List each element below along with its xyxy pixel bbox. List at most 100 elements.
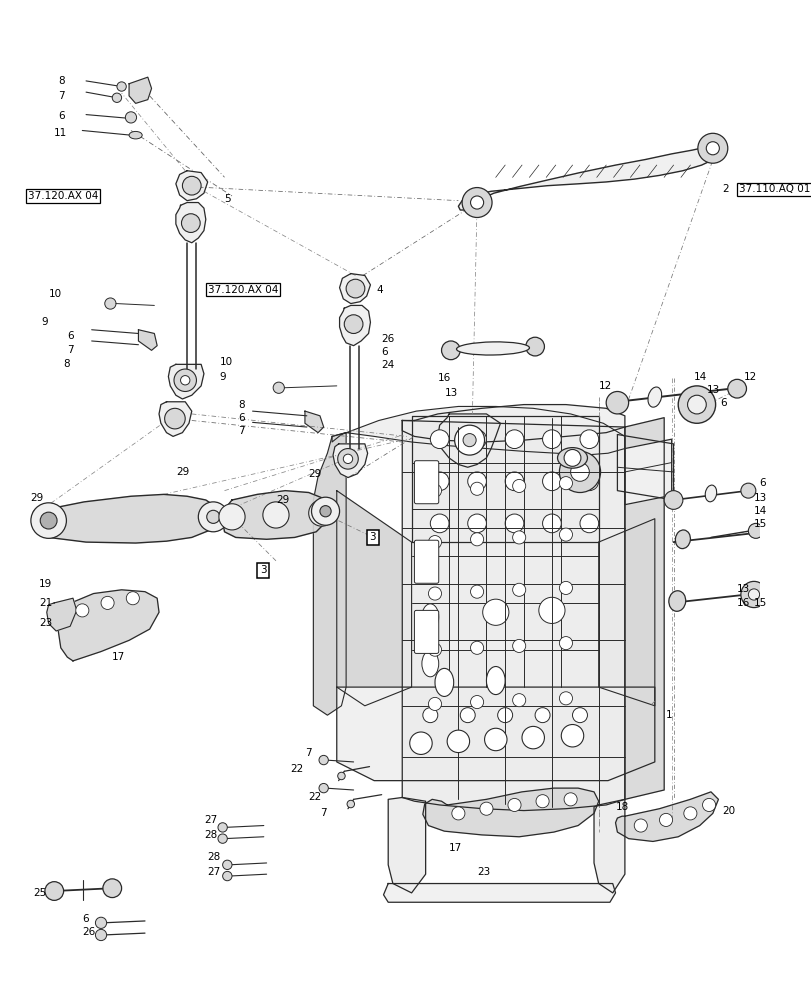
Text: 19: 19: [39, 579, 53, 589]
Circle shape: [579, 472, 598, 491]
Circle shape: [512, 694, 525, 707]
Text: 14: 14: [753, 506, 766, 516]
Text: 6: 6: [238, 413, 245, 423]
Circle shape: [112, 93, 122, 102]
Circle shape: [428, 697, 441, 710]
Text: 7: 7: [238, 426, 245, 436]
Circle shape: [219, 504, 245, 530]
Circle shape: [263, 502, 289, 528]
Polygon shape: [305, 411, 324, 433]
Circle shape: [508, 798, 521, 812]
Circle shape: [180, 376, 190, 385]
Circle shape: [320, 506, 331, 517]
Circle shape: [706, 142, 719, 155]
Ellipse shape: [647, 387, 661, 407]
Text: 4: 4: [375, 285, 382, 295]
Circle shape: [539, 597, 564, 623]
Polygon shape: [423, 788, 598, 837]
Text: 26: 26: [381, 334, 394, 344]
Polygon shape: [129, 77, 152, 103]
Circle shape: [564, 793, 577, 806]
Text: 17: 17: [448, 843, 461, 853]
Circle shape: [217, 834, 227, 843]
Circle shape: [559, 581, 572, 594]
Circle shape: [467, 430, 486, 449]
Circle shape: [606, 391, 628, 414]
Text: 37.110.AQ 01: 37.110.AQ 01: [738, 184, 809, 194]
Text: 26: 26: [82, 927, 96, 937]
Circle shape: [207, 510, 220, 523]
Text: 20: 20: [721, 806, 735, 816]
Circle shape: [748, 523, 762, 538]
Circle shape: [345, 279, 364, 298]
Text: 1: 1: [665, 710, 672, 720]
Circle shape: [96, 917, 106, 928]
FancyBboxPatch shape: [414, 610, 438, 653]
Polygon shape: [388, 797, 425, 893]
Ellipse shape: [422, 651, 438, 677]
Text: 12: 12: [743, 372, 756, 382]
Polygon shape: [624, 439, 671, 505]
Circle shape: [470, 585, 483, 598]
Circle shape: [535, 795, 548, 808]
Text: 29: 29: [176, 467, 189, 477]
Text: 13: 13: [753, 493, 766, 503]
Polygon shape: [47, 598, 76, 631]
Circle shape: [479, 802, 492, 815]
Circle shape: [337, 449, 358, 469]
Text: 8: 8: [58, 76, 65, 86]
Circle shape: [410, 732, 431, 754]
Circle shape: [117, 82, 127, 91]
Circle shape: [308, 500, 334, 526]
Text: 6: 6: [82, 914, 89, 924]
Circle shape: [659, 813, 672, 826]
Circle shape: [740, 581, 766, 608]
FancyBboxPatch shape: [414, 461, 438, 504]
Polygon shape: [624, 418, 663, 799]
Circle shape: [165, 408, 185, 429]
Text: 11: 11: [54, 128, 67, 138]
Circle shape: [428, 643, 441, 656]
Text: 16: 16: [736, 598, 749, 608]
Circle shape: [740, 483, 755, 498]
Circle shape: [181, 214, 200, 232]
Circle shape: [683, 807, 696, 820]
Circle shape: [470, 482, 483, 495]
Text: 27: 27: [204, 815, 217, 825]
Circle shape: [470, 696, 483, 709]
Circle shape: [222, 860, 232, 870]
Circle shape: [105, 298, 116, 309]
Circle shape: [217, 823, 227, 832]
Text: 7: 7: [67, 345, 74, 355]
Ellipse shape: [557, 448, 586, 468]
Circle shape: [579, 514, 598, 533]
Circle shape: [101, 596, 114, 609]
Circle shape: [748, 589, 758, 600]
Text: 18: 18: [615, 802, 628, 812]
Polygon shape: [616, 435, 672, 500]
Circle shape: [428, 587, 441, 600]
Circle shape: [512, 479, 525, 493]
Polygon shape: [159, 402, 191, 436]
Circle shape: [428, 484, 441, 497]
FancyBboxPatch shape: [414, 540, 438, 583]
Polygon shape: [333, 444, 367, 478]
Circle shape: [441, 341, 460, 360]
Circle shape: [311, 497, 339, 525]
Circle shape: [127, 592, 139, 605]
Ellipse shape: [486, 667, 504, 695]
Circle shape: [560, 725, 583, 747]
Polygon shape: [401, 405, 624, 442]
Ellipse shape: [435, 668, 453, 696]
Circle shape: [41, 512, 57, 529]
Circle shape: [319, 783, 328, 793]
Text: 8: 8: [63, 359, 70, 369]
Circle shape: [454, 425, 484, 455]
Circle shape: [559, 528, 572, 541]
Text: 9: 9: [220, 372, 226, 382]
Ellipse shape: [422, 604, 438, 630]
Text: 2: 2: [721, 184, 728, 194]
Circle shape: [344, 315, 363, 333]
Circle shape: [702, 798, 714, 812]
Ellipse shape: [705, 485, 716, 502]
